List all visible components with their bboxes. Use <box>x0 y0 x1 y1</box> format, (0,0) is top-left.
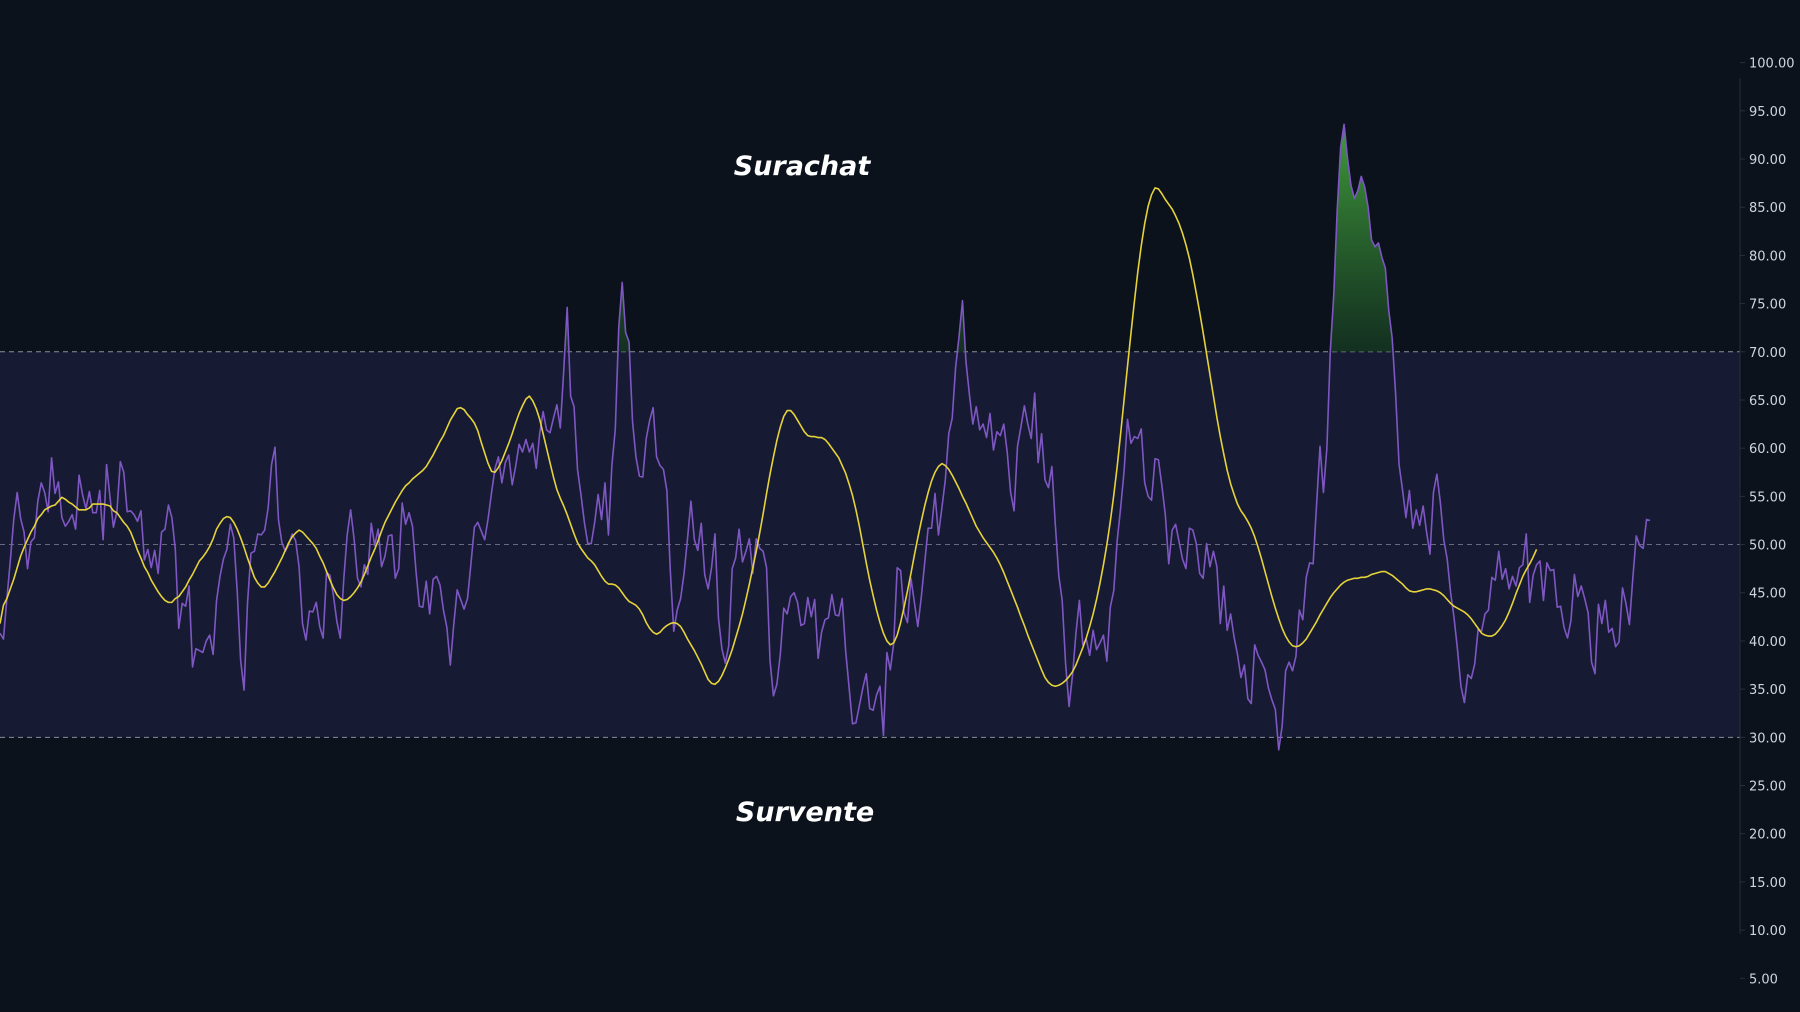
y-axis-ticks: 100.00 95.00 90.00 85.00 80.00 75.00 70.00 65.0… <box>1740 57 1795 987</box>
rsi-series-line <box>0 123 1651 751</box>
y-tick-label: 10.00 <box>1749 924 1786 939</box>
y-tick-label: 90.00 <box>1749 153 1786 168</box>
y-tick-label: 25.00 <box>1749 780 1786 795</box>
y-tick-label: 45.00 <box>1749 587 1786 602</box>
y-tick-label: 70.00 <box>1749 346 1786 361</box>
y-tick-label: 30.00 <box>1749 731 1786 746</box>
y-tick-label: 85.00 <box>1749 201 1786 216</box>
y-tick-label: 40.00 <box>1749 635 1786 650</box>
y-tick-label: 65.00 <box>1749 394 1786 409</box>
y-tick-label: 5.00 <box>1749 972 1778 987</box>
y-tick-label: 50.00 <box>1749 539 1786 554</box>
signal-series-line <box>0 187 1538 688</box>
y-tick-label: 60.00 <box>1749 442 1786 457</box>
y-tick-label: 20.00 <box>1749 828 1786 843</box>
y-tick-label: 100.00 <box>1749 57 1795 72</box>
y-tick-label: 55.00 <box>1749 490 1786 505</box>
y-tick-label: 95.00 <box>1749 105 1786 120</box>
overbought-label: Surachat <box>734 151 872 182</box>
y-tick-label: 15.00 <box>1749 876 1786 891</box>
y-tick-label: 75.00 <box>1749 298 1786 313</box>
y-tick-label: 35.00 <box>1749 683 1786 698</box>
y-tick-label: 80.00 <box>1749 249 1786 264</box>
oversold-label: Survente <box>736 797 874 828</box>
